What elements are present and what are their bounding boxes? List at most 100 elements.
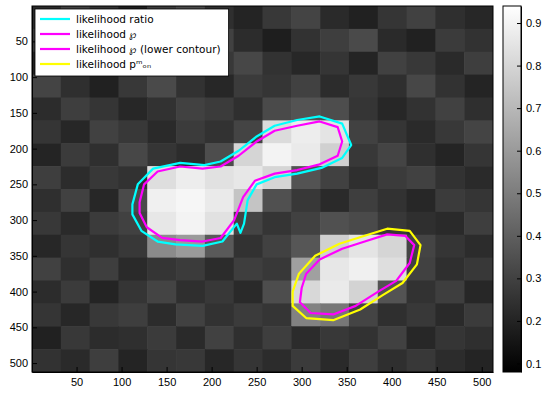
y-axis-tick-mark — [32, 149, 37, 150]
heat-cell — [378, 326, 407, 349]
heat-cell — [32, 303, 61, 326]
heat-cell — [61, 120, 90, 143]
heat-cell — [32, 120, 61, 143]
heat-cell — [118, 303, 147, 326]
heat-cell — [349, 326, 378, 349]
heat-cell — [90, 281, 119, 304]
heat-cell — [90, 235, 119, 258]
heat-cell — [90, 75, 119, 98]
heat-cell — [234, 303, 263, 326]
colorbar-axis-tick-label: 0.6 — [526, 145, 541, 157]
heat-cell — [32, 143, 61, 166]
heat-cell — [320, 6, 349, 29]
y-axis-tick-mark — [32, 363, 37, 364]
colorbar-axis-tick: 0.7 — [517, 102, 541, 114]
heat-cell — [61, 281, 90, 304]
heat-cell — [464, 29, 493, 52]
y-axis-tick-label: 200 — [10, 143, 28, 155]
heat-cell — [464, 75, 493, 98]
heat-cell — [407, 29, 436, 52]
heat-cell — [291, 326, 320, 349]
legend-label: likelihood ratio — [76, 13, 154, 25]
heat-cell — [176, 258, 205, 281]
heat-cell — [234, 212, 263, 235]
y-axis-tick-label: 500 — [10, 357, 28, 369]
heat-cell — [234, 326, 263, 349]
x-axis: 50100150200250300350400450500 — [33, 367, 494, 388]
y-axis-tick-mark — [32, 184, 37, 185]
heat-cell — [320, 212, 349, 235]
heat-cell — [234, 75, 263, 98]
heat-cell — [90, 189, 119, 212]
heat-cell — [118, 120, 147, 143]
y-axis-tick-label: 250 — [10, 178, 28, 190]
heat-cell — [263, 349, 292, 372]
heat-cell — [263, 303, 292, 326]
x-axis-tick: 250 — [248, 367, 266, 388]
heat-cell — [205, 120, 234, 143]
heat-cell — [378, 29, 407, 52]
heat-cell — [349, 189, 378, 212]
x-axis-tick: 100 — [113, 367, 131, 388]
heat-cell — [407, 303, 436, 326]
colorbar-axis-tick-mark — [517, 66, 521, 67]
heat-cell — [349, 98, 378, 121]
heat-cell — [205, 258, 234, 281]
heat-cell — [263, 281, 292, 304]
heat-cell — [205, 98, 234, 121]
y-axis-tick: 150 — [10, 107, 37, 119]
heat-cell — [263, 143, 292, 166]
heat-cell — [90, 143, 119, 166]
heat-cell — [435, 52, 464, 75]
heat-cell — [176, 349, 205, 372]
heat-cell — [32, 212, 61, 235]
heat-cell — [32, 281, 61, 304]
heat-cell — [147, 281, 176, 304]
heat-cell — [147, 258, 176, 281]
colorbar-axis-tick-mark — [517, 321, 521, 322]
heat-cell — [118, 235, 147, 258]
heat-cell — [407, 6, 436, 29]
heat-cell — [464, 143, 493, 166]
heat-cell — [147, 143, 176, 166]
heat-cell — [435, 98, 464, 121]
heat-cell — [61, 166, 90, 189]
legend-label: likelihood ℘ (lower contour) — [76, 43, 221, 56]
x-axis-tick-label: 450 — [428, 376, 446, 388]
x-axis-tick-label: 150 — [158, 376, 176, 388]
heat-cell — [118, 258, 147, 281]
heat-cell — [61, 235, 90, 258]
heat-cell — [291, 29, 320, 52]
legend-box — [35, 9, 229, 76]
heat-cell — [407, 52, 436, 75]
heat-cell — [205, 166, 234, 189]
heat-cell — [147, 326, 176, 349]
heat-cell — [176, 326, 205, 349]
x-axis-tick: 50 — [71, 367, 83, 388]
heat-cell — [176, 120, 205, 143]
colorbar-axis-tick-mark — [517, 108, 521, 109]
heat-cell — [320, 29, 349, 52]
heat-cell — [435, 29, 464, 52]
contour — [293, 229, 421, 321]
colorbar-axis-tick-label: 0.5 — [526, 187, 541, 199]
heat-cell — [349, 52, 378, 75]
heat-cell — [176, 189, 205, 212]
y-axis-line — [32, 7, 33, 373]
heat-cell — [118, 349, 147, 372]
heat-cell — [435, 75, 464, 98]
colorbar-axis-tick-label: 0.2 — [526, 315, 541, 327]
heat-cell — [435, 349, 464, 372]
y-axis-tick: 350 — [10, 250, 37, 262]
heat-cell — [464, 189, 493, 212]
heat-cell — [320, 166, 349, 189]
heat-cell — [147, 98, 176, 121]
heat-cell — [118, 326, 147, 349]
x-axis-tick-label: 350 — [338, 376, 356, 388]
heat-cell — [378, 143, 407, 166]
heat-cell — [378, 212, 407, 235]
legend: likelihood ratiolikelihood ℘likelihood ℘… — [35, 9, 229, 76]
heat-cell — [263, 75, 292, 98]
heat-cell — [349, 75, 378, 98]
heat-cell — [291, 75, 320, 98]
